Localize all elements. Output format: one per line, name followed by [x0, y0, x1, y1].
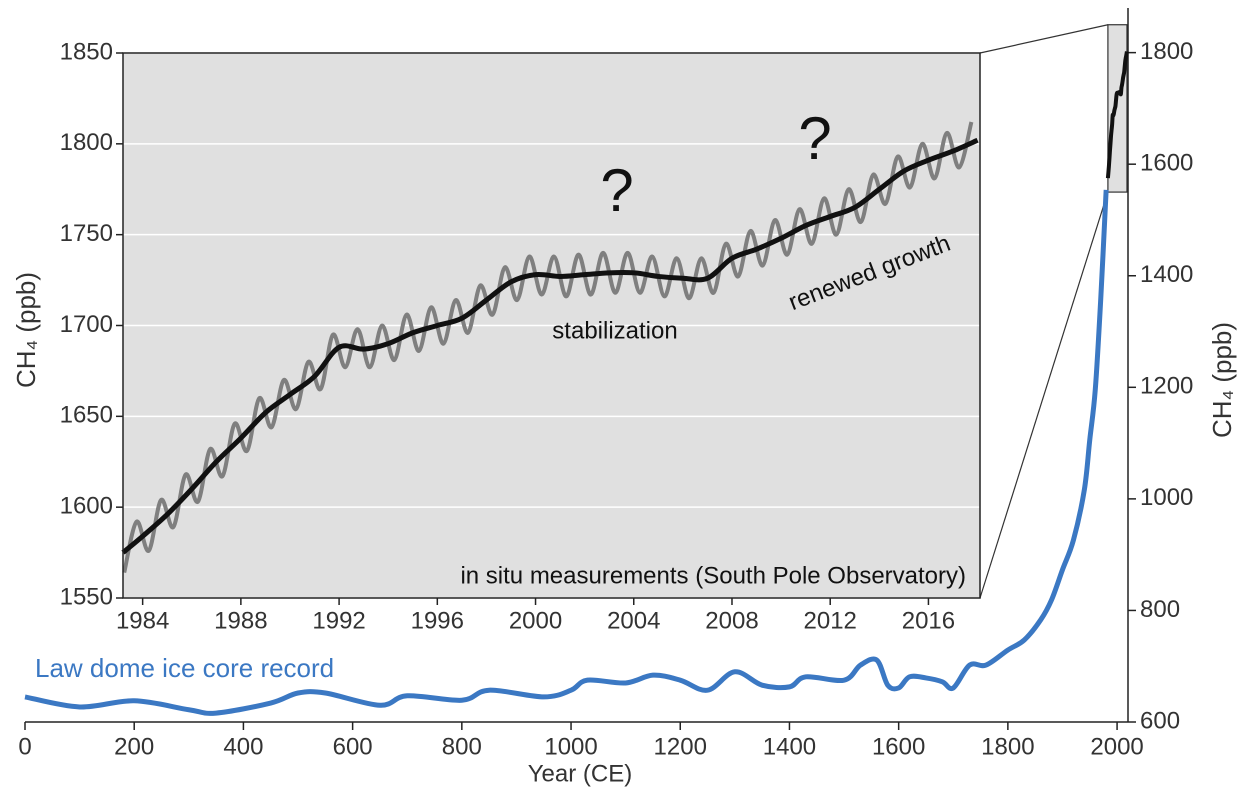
zoom-box [1107, 24, 1128, 193]
x-tick-label: 2000 [509, 607, 562, 634]
annotation: ? [600, 157, 633, 224]
x-tick-label: 2008 [705, 607, 758, 634]
x-tick-label: 2000 [1090, 733, 1143, 760]
x-tick-label: 1800 [981, 733, 1034, 760]
x-tick-label: 200 [114, 733, 154, 760]
y-tick-label: 1800 [1140, 38, 1193, 65]
x-tick-label: 1992 [312, 607, 365, 634]
y-tick-label: 1000 [1140, 484, 1193, 511]
y-tick-label: 1600 [1140, 150, 1193, 177]
x-tick-label: 400 [223, 733, 263, 760]
connector [979, 191, 1109, 599]
x-tick-label: 2016 [902, 607, 955, 634]
y-tick-label: 800 [1140, 596, 1180, 623]
connector [979, 24, 1109, 54]
data-line [1105, 51, 1129, 179]
x-tick-label: 1600 [872, 733, 925, 760]
x-tick-label: 1000 [544, 733, 597, 760]
data-line [121, 137, 979, 555]
annotation: ? [798, 105, 831, 172]
y-tick-label: 1200 [1140, 373, 1193, 400]
x-tick-label: 2004 [607, 607, 660, 634]
annotation: stabilization [552, 317, 677, 344]
y-tick-label: 1800 [60, 129, 113, 156]
x-tick-label: 1400 [763, 733, 816, 760]
y-tick-label: 1600 [60, 493, 113, 520]
x-tick-label: 2012 [804, 607, 857, 634]
y-tick-label: 1650 [60, 402, 113, 429]
y-tick-label: 600 [1140, 707, 1180, 734]
x-tick-label: 600 [333, 733, 373, 760]
x-tick-label: 1984 [116, 607, 169, 634]
y-tick-label: 1400 [1140, 261, 1193, 288]
x-axis-label: Year (CE) [528, 760, 632, 787]
y-axis-label: CH₄ (ppb) [11, 272, 41, 388]
x-tick-label: 1996 [411, 607, 464, 634]
y-tick-label: 1850 [60, 38, 113, 65]
x-tick-label: 1988 [214, 607, 267, 634]
x-tick-label: 800 [442, 733, 482, 760]
plot-frame [122, 52, 981, 599]
y-tick-label: 1750 [60, 220, 113, 247]
x-tick-label: 0 [18, 733, 31, 760]
y-tick-label: 1700 [60, 311, 113, 338]
y-tick-label: 1550 [60, 583, 113, 610]
annotation: Law dome ice core record [35, 653, 334, 683]
data-line [24, 189, 1109, 716]
y-axis-label: CH₄ (ppb) [1207, 322, 1237, 438]
annotation: in situ measurements (South Pole Observa… [460, 562, 966, 589]
x-tick-label: 1200 [654, 733, 707, 760]
